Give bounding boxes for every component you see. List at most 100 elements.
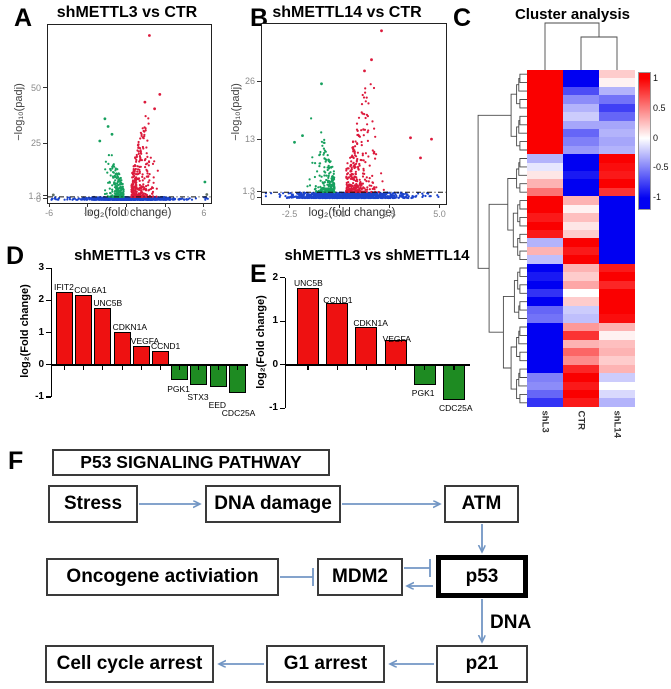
bars-d-x-tick-mark — [102, 365, 104, 370]
x-tick-label: 2.5 — [383, 209, 396, 219]
volcano-a-ylabel: −log₁₀(padj) — [13, 83, 25, 141]
node-oncogene-activation: Oncogene activiation — [46, 558, 279, 596]
heatmap-cell — [599, 171, 635, 180]
heatmap-row — [527, 398, 635, 407]
heatmap-cell — [527, 103, 563, 113]
heatmap-cell — [527, 339, 563, 348]
bars-e-x-tick-mark — [395, 365, 397, 370]
gene-label-PGK1: PGK1 — [411, 387, 435, 398]
heatmap-cell — [527, 288, 563, 298]
heatmap-cell — [527, 137, 563, 146]
gene-label-COL6A1: COL6A1 — [74, 284, 107, 295]
panel-letter-a: A — [14, 4, 33, 32]
heatmap-row — [527, 272, 635, 281]
y-tick-label: 1.3 — [28, 190, 41, 201]
heatmap-cell — [599, 187, 635, 197]
x-tick-label: 3 — [162, 208, 168, 218]
heatmap-cell — [563, 213, 599, 222]
heatmap-cell — [527, 213, 563, 222]
bars-d-x-tick-mark — [159, 365, 162, 370]
heatmap-cell — [527, 171, 563, 180]
heatmap-column-label-CTR: CTR — [575, 410, 587, 431]
heatmap-cell — [563, 120, 599, 129]
bar-COL6A1 — [75, 294, 93, 365]
heatmap-cell — [599, 120, 635, 129]
heatmap-cell — [527, 238, 563, 247]
heatmap-row — [527, 288, 635, 298]
heatmap-cell — [563, 154, 599, 163]
bars-d-x-tick-mark — [179, 365, 181, 370]
bars-d-y-tick-label: -1 — [35, 391, 44, 402]
y-tick-label: 13 — [244, 134, 255, 145]
heatmap-cell — [599, 347, 635, 357]
heatmap-row — [527, 280, 635, 289]
node-p21: p21 — [436, 645, 528, 683]
heatmap-cell — [599, 288, 635, 298]
heatmap-row — [527, 322, 635, 332]
bars-d-y-axis — [50, 268, 53, 397]
bar-UNC5B — [297, 287, 319, 365]
heatmap-row — [527, 339, 635, 348]
panel-letter-c: C — [453, 4, 472, 32]
y-tick-mark — [43, 142, 47, 144]
heatmap-cell — [527, 86, 563, 96]
bars-d-y-tick-mark — [46, 396, 51, 398]
heatmap-row — [527, 162, 635, 172]
x-tick-label: 5.0 — [433, 209, 446, 219]
bars-e-y-tick-label: -1 — [269, 402, 278, 414]
heatmap-cell — [527, 364, 563, 374]
heatmap-cell — [599, 280, 635, 289]
bars-e-x-tick-mark — [365, 365, 367, 370]
y-tick-mark — [257, 196, 261, 198]
bars-e-y-tick-mark — [280, 364, 285, 366]
heatmap-cell — [527, 297, 563, 306]
heatmap-row — [527, 196, 635, 205]
x-tick-mark — [48, 203, 50, 207]
heatmap-cell — [563, 364, 599, 374]
bar-CCND1 — [326, 303, 349, 365]
bar-IFIT2 — [56, 291, 73, 365]
bar-UNC5B — [94, 307, 112, 365]
heatmap-row — [527, 305, 635, 315]
heatmap-cell — [527, 187, 563, 197]
heatmap-cell — [599, 230, 635, 239]
heatmap-cell — [599, 179, 635, 188]
heatmap-cell — [527, 128, 563, 138]
bars-d-x-tick-mark — [83, 365, 85, 370]
volcano-scatter-b — [261, 23, 447, 205]
heatmap-row — [527, 314, 635, 323]
gene-label-CCND1: CCND1 — [323, 295, 353, 306]
heatmap-row — [527, 145, 635, 155]
heatmap-row — [527, 230, 635, 239]
x-tick-mark — [203, 203, 205, 207]
heatmap-cell — [563, 356, 599, 365]
bars-d-y-tick-mark — [46, 299, 51, 302]
heatmap-cell — [563, 179, 599, 188]
heatmap-row — [527, 297, 635, 306]
bars-e-x-tick-mark — [307, 365, 309, 370]
heatmap-cell — [563, 398, 599, 407]
bars-d-x-tick-mark — [236, 365, 238, 370]
heatmap-cell — [599, 314, 635, 323]
heatmap-cell — [563, 103, 599, 113]
bars-e-x-tick-mark — [453, 365, 455, 370]
node-cell-cycle-arrest: Cell cycle arrest — [45, 645, 214, 683]
heatmap-row — [527, 187, 635, 197]
y-tick-label: 1.3 — [242, 186, 255, 197]
heatmap-row — [527, 213, 635, 222]
bars-d-y-tick-mark — [46, 267, 51, 269]
bars-d-x-tick-mark — [217, 365, 219, 370]
bars-d-zero-line — [52, 364, 248, 366]
gene-label-CCND1: CCND1 — [151, 341, 181, 352]
heatmap-row — [527, 255, 635, 264]
heatmap-cell — [563, 272, 599, 281]
colorbar-tick-label: 1 — [653, 73, 659, 83]
heatmap-row — [527, 263, 635, 273]
heatmap-cell — [563, 322, 599, 332]
heatmap-cell — [599, 238, 635, 247]
heatmap-cell — [563, 230, 599, 239]
heatmap-row — [527, 120, 635, 129]
bars-d-x-tick-mark — [140, 365, 142, 370]
heatmap-cell — [563, 196, 599, 205]
